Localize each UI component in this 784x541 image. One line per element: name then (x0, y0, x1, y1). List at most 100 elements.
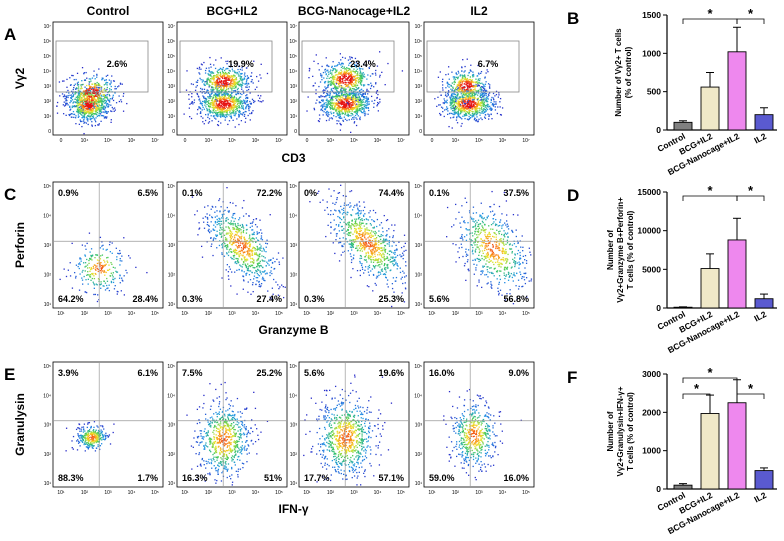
event-dot (212, 96, 214, 98)
event-dot (338, 91, 341, 94)
event-dot (247, 76, 249, 79)
event-dot (65, 100, 67, 102)
event-dot (190, 102, 192, 105)
event-dot (347, 96, 349, 99)
event-dot (330, 111, 332, 113)
event-dot (466, 58, 468, 60)
event-dot (341, 92, 343, 94)
event-dot (270, 258, 272, 261)
event-dot (487, 98, 489, 100)
event-dot (472, 76, 474, 78)
event-dot (365, 97, 367, 100)
event-dot (360, 84, 363, 86)
event-dot (347, 84, 350, 86)
y-tick-label: 10⁷ (44, 24, 52, 30)
event-dot (102, 266, 104, 268)
event-dot (344, 81, 346, 83)
event-dot (231, 108, 233, 110)
event-dot (236, 103, 239, 105)
event-dot (343, 89, 345, 91)
event-dot (353, 71, 355, 73)
event-dot (480, 90, 482, 92)
event-dot (226, 74, 229, 77)
event-dot (490, 101, 492, 104)
event-dot (77, 83, 80, 86)
event-dot (216, 86, 219, 88)
event-dot (364, 92, 367, 94)
event-dot (209, 105, 211, 108)
event-dot (216, 112, 219, 114)
event-dot (464, 78, 466, 81)
event-dot (358, 95, 360, 97)
event-dot (81, 110, 84, 112)
event-dot (260, 282, 263, 285)
event-dot (189, 115, 191, 118)
event-dot (81, 100, 83, 102)
event-dot (358, 77, 360, 79)
event-dot (462, 77, 464, 79)
event-dot (76, 82, 79, 84)
event-dot (336, 86, 338, 88)
event-dot (361, 108, 364, 110)
event-dot (458, 109, 460, 112)
x-axis-label: Granzyme B (258, 323, 328, 337)
event-dot (222, 97, 224, 100)
event-dot (80, 99, 82, 101)
event-dot (210, 72, 212, 74)
x-tick-label: 10⁴ (252, 311, 260, 317)
event-dot (75, 98, 77, 100)
event-dot (56, 112, 59, 114)
event-dot (346, 72, 348, 75)
event-dot (443, 109, 446, 111)
event-dot (221, 75, 224, 77)
event-dot (71, 99, 74, 101)
event-dot (336, 103, 338, 106)
event-dot (105, 94, 107, 97)
event-dot (327, 104, 329, 106)
event-dot (213, 78, 215, 80)
event-dot (370, 95, 373, 98)
event-dot (88, 108, 91, 110)
event-dot (446, 99, 448, 101)
event-dot (351, 112, 353, 115)
event-dot (86, 100, 88, 102)
event-dot (79, 263, 81, 266)
event-dot (460, 110, 462, 112)
event-dot (222, 107, 225, 109)
event-dot (227, 78, 229, 80)
event-dot (259, 260, 261, 262)
event-dot (227, 82, 229, 84)
event-dot (215, 112, 217, 114)
event-dot (448, 83, 451, 86)
event-dot (453, 81, 455, 83)
event-dot (348, 94, 350, 96)
event-dot (237, 244, 240, 247)
event-dot (345, 106, 347, 108)
event-dot (487, 83, 490, 85)
event-dot (198, 68, 200, 70)
event-dot (362, 68, 364, 70)
event-dot (338, 83, 340, 85)
event-dot (483, 92, 485, 94)
event-dot (226, 62, 228, 65)
event-dot (479, 109, 481, 111)
event-dot (486, 97, 488, 99)
event-dot (198, 107, 200, 109)
event-dot (454, 78, 457, 81)
event-dot (106, 97, 108, 99)
event-dot (455, 96, 458, 99)
event-dot (223, 80, 226, 82)
event-dot (119, 260, 121, 262)
event-dot (212, 104, 215, 107)
event-dot (200, 102, 202, 104)
event-dot (101, 270, 103, 272)
event-dot (86, 89, 89, 92)
event-dot (478, 73, 480, 75)
event-dot (470, 80, 472, 82)
event-dot (246, 94, 248, 96)
event-dot (238, 106, 240, 108)
event-dot (212, 78, 214, 80)
gate (301, 40, 395, 93)
event-dot (355, 96, 358, 99)
event-dot (89, 274, 92, 276)
